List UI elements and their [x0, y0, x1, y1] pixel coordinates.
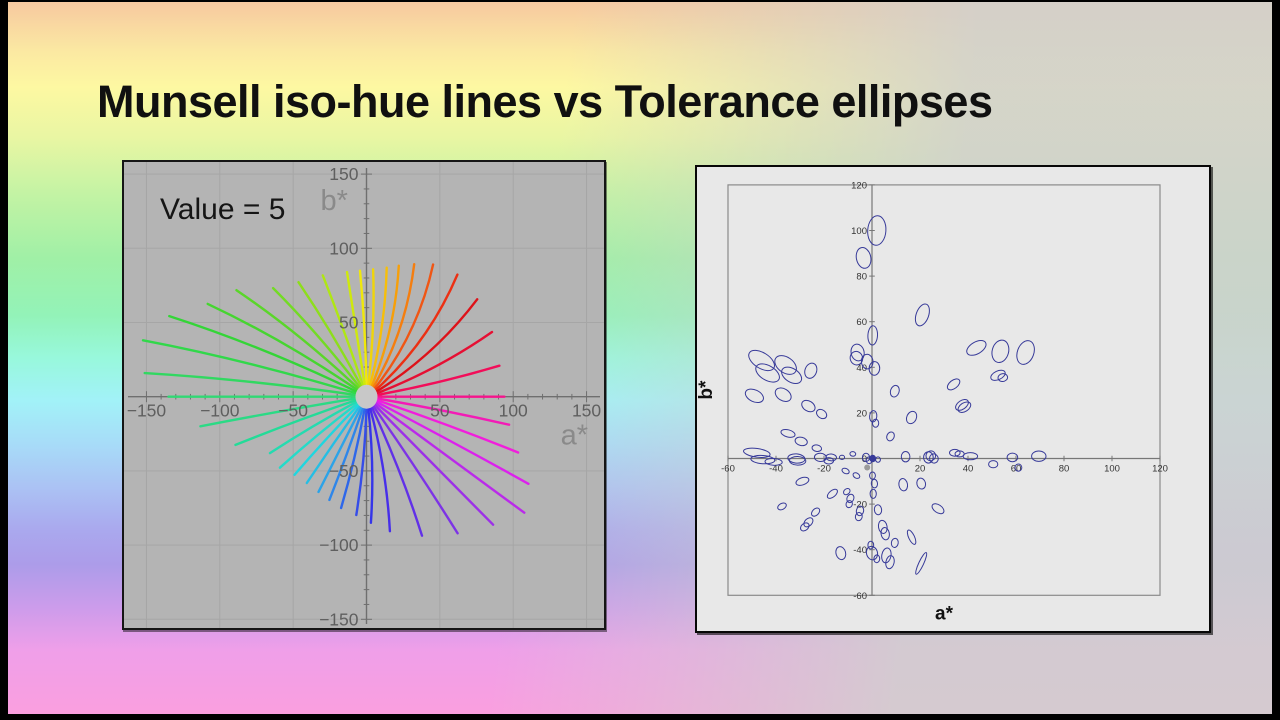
svg-text:b*: b*: [321, 185, 348, 217]
svg-text:150: 150: [329, 164, 358, 184]
svg-text:-60: -60: [853, 591, 867, 602]
svg-text:-40: -40: [769, 464, 783, 475]
svg-text:−150: −150: [127, 401, 167, 421]
svg-text:80: 80: [1059, 464, 1070, 475]
svg-text:100: 100: [329, 238, 358, 258]
svg-text:0: 0: [862, 454, 867, 465]
svg-text:80: 80: [856, 272, 867, 283]
svg-text:−150: −150: [319, 609, 359, 628]
svg-text:−50: −50: [278, 401, 308, 421]
page-title: Munsell iso-hue lines vs Tolerance ellip…: [97, 76, 993, 127]
slide-background: Munsell iso-hue lines vs Tolerance ellip…: [8, 2, 1272, 714]
svg-text:100: 100: [851, 226, 867, 237]
svg-text:50: 50: [430, 401, 450, 421]
svg-text:40: 40: [856, 363, 867, 374]
svg-text:b*: b*: [697, 380, 717, 400]
svg-text:-40: -40: [853, 545, 867, 556]
svg-text:50: 50: [339, 313, 359, 333]
svg-text:a*: a*: [935, 603, 954, 624]
svg-text:120: 120: [1152, 464, 1168, 475]
svg-text:20: 20: [915, 464, 926, 475]
svg-text:150: 150: [572, 401, 601, 421]
svg-text:60: 60: [1011, 464, 1022, 475]
svg-text:−50: −50: [329, 461, 359, 481]
svg-text:60: 60: [856, 317, 867, 328]
svg-text:a*: a*: [561, 420, 588, 452]
svg-text:Value = 5: Value = 5: [160, 193, 285, 226]
svg-text:100: 100: [499, 401, 528, 421]
svg-text:20: 20: [856, 408, 867, 419]
munsell-iso-hue-chart-panel: −150 −150 −100 −100 −50 −50 50 50 100 100 150 150 b*…: [122, 160, 606, 630]
svg-text:120: 120: [851, 180, 867, 191]
svg-text:40: 40: [963, 464, 974, 475]
svg-text:-60: -60: [721, 464, 735, 475]
svg-text:−100: −100: [319, 535, 359, 555]
svg-text:-20: -20: [817, 464, 831, 475]
tolerance-ellipse-chart: -60 -40 -20 20 40 60 80 100 120 120 100 80 60 40 20 0 -2…: [697, 167, 1209, 631]
svg-text:100: 100: [1104, 464, 1120, 475]
munsell-iso-hue-chart: −150 −150 −100 −100 −50 −50 50 50 100 100 150 150 b*…: [124, 162, 604, 628]
tolerance-ellipse-chart-panel: -60 -40 -20 20 40 60 80 100 120 120 100 80 60 40 20 0 -2…: [695, 165, 1211, 633]
svg-text:−100: −100: [200, 401, 240, 421]
svg-text:-20: -20: [853, 500, 867, 511]
